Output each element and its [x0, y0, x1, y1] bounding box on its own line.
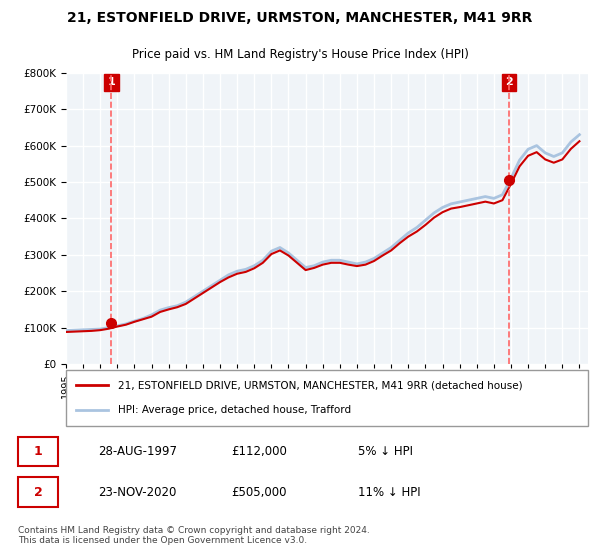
Text: 1: 1: [34, 445, 42, 458]
Text: £112,000: £112,000: [231, 445, 287, 458]
Text: 5% ↓ HPI: 5% ↓ HPI: [358, 445, 413, 458]
FancyBboxPatch shape: [18, 437, 58, 466]
Text: HPI: Average price, detached house, Trafford: HPI: Average price, detached house, Traf…: [118, 405, 352, 415]
Text: 28-AUG-1997: 28-AUG-1997: [98, 445, 178, 458]
Text: £505,000: £505,000: [231, 486, 286, 498]
Text: 11% ↓ HPI: 11% ↓ HPI: [358, 486, 420, 498]
Text: 2: 2: [34, 486, 42, 498]
Text: 21, ESTONFIELD DRIVE, URMSTON, MANCHESTER, M41 9RR (detached house): 21, ESTONFIELD DRIVE, URMSTON, MANCHESTE…: [118, 380, 523, 390]
Text: Price paid vs. HM Land Registry's House Price Index (HPI): Price paid vs. HM Land Registry's House …: [131, 48, 469, 61]
Text: 1: 1: [107, 77, 115, 87]
Text: 23-NOV-2020: 23-NOV-2020: [98, 486, 177, 498]
FancyBboxPatch shape: [66, 370, 588, 426]
Text: 2: 2: [505, 77, 513, 87]
Text: 21, ESTONFIELD DRIVE, URMSTON, MANCHESTER, M41 9RR: 21, ESTONFIELD DRIVE, URMSTON, MANCHESTE…: [67, 11, 533, 25]
Text: Contains HM Land Registry data © Crown copyright and database right 2024.
This d: Contains HM Land Registry data © Crown c…: [18, 526, 370, 545]
FancyBboxPatch shape: [18, 477, 58, 507]
